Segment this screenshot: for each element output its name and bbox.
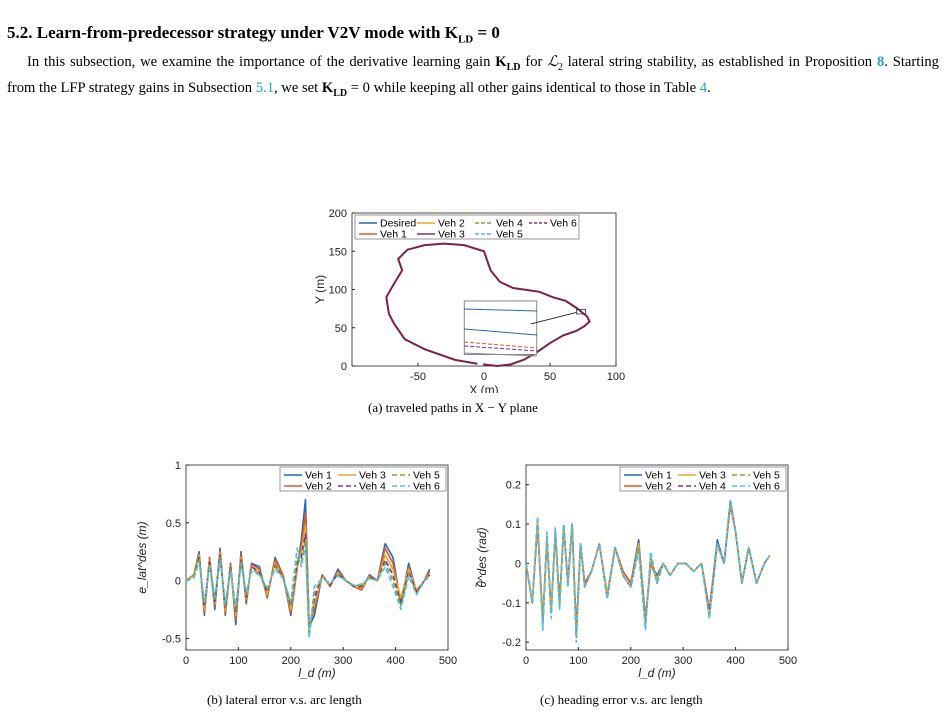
x-tick-label: 0 <box>183 655 189 667</box>
inset-veh4-line <box>464 345 537 352</box>
x-axis-label: X (m) <box>469 383 498 393</box>
zoom-marker <box>575 308 587 315</box>
axes-box <box>185 464 449 651</box>
y-axis-label: e_lat^des (m) <box>135 521 149 593</box>
y-tick-label: 0.2 <box>506 480 521 492</box>
legend-label: Veh 4 <box>699 481 726 493</box>
y-tick-label: 200 <box>329 208 347 220</box>
series-line-veh2 <box>525 503 771 632</box>
x-tick-label: 0 <box>481 371 487 383</box>
x-axis-label: l_d (m) <box>638 666 675 680</box>
y-axis-label: θ̃^des (rad) <box>474 527 489 587</box>
caption-c: (c) heading error v.s. arc length <box>540 692 703 707</box>
legend-label: Veh 2 <box>438 218 465 230</box>
legend-label: Veh 6 <box>550 218 577 230</box>
caption-a: (a) traveled paths in X − Y plane <box>368 400 538 415</box>
x-tick-label: 100 <box>229 655 247 667</box>
series-line-veh6 <box>185 545 431 640</box>
legend-label: Veh 1 <box>305 470 332 482</box>
y-tick-label: -0.1 <box>502 598 521 610</box>
y-tick-label: 150 <box>329 246 347 258</box>
x-tick-label: 100 <box>607 371 625 383</box>
x-tick-label: 300 <box>334 655 352 667</box>
x-tick-label: 0 <box>523 655 529 667</box>
x-tick-label: 200 <box>622 655 640 667</box>
legend-label: Veh 2 <box>305 481 332 493</box>
legend-label: Veh 6 <box>753 481 780 493</box>
y-tick-label: 100 <box>329 285 347 297</box>
x-tick-label: 500 <box>439 655 457 667</box>
x-tick-label: 400 <box>386 655 404 667</box>
legend-label: Veh 1 <box>645 470 672 482</box>
x-tick-label: -50 <box>410 371 426 383</box>
y-tick-label: 1 <box>175 460 181 472</box>
legend-label: Veh 5 <box>496 229 523 241</box>
legend: Veh 1 Veh 3 Veh 5 Veh 2 Veh 4 Veh 6 <box>619 466 787 493</box>
zoom-arrow <box>530 312 577 325</box>
y-tick-label: 0 <box>341 361 347 373</box>
inset-veh1-line <box>464 328 537 336</box>
legend-label: Desired <box>380 218 416 230</box>
legend-label: Veh 2 <box>645 481 672 493</box>
y-tick-label: 50 <box>335 323 347 335</box>
x-tick-label: 200 <box>282 655 300 667</box>
legend: Desired Veh 2 Veh 4 Veh 6 Veh 1 Veh 3 Veh 5 <box>354 214 580 241</box>
legend-label: Veh 5 <box>413 470 440 482</box>
x-tick-label: 500 <box>779 655 797 667</box>
legend-label: Veh 3 <box>438 229 465 241</box>
caption-b: (b) lateral error v.s. arc length <box>207 692 362 707</box>
inset-desired-line <box>464 308 537 312</box>
section-paragraph: In this subsection, we examine the impor… <box>7 54 939 99</box>
x-tick-label: 300 <box>674 655 692 667</box>
series-path <box>385 242 591 368</box>
inset-veh5-line <box>464 352 537 357</box>
table-link[interactable]: 4 <box>699 79 708 96</box>
y-tick-label: 0.1 <box>506 519 521 531</box>
y-tick-label: -0.2 <box>502 637 521 649</box>
legend-label: Veh 5 <box>753 470 780 482</box>
y-tick-label: 0 <box>175 576 181 588</box>
series-line-veh5 <box>185 539 431 637</box>
x-tick-label: 400 <box>726 655 744 667</box>
section-heading: 5.2. Learn-from-predecessor strategy und… <box>7 23 500 46</box>
legend-label: Veh 6 <box>413 481 440 493</box>
lateral-error-plot: 0 100 200 300 400 500-0.500.51l_d (m)e_lat^de… <box>135 460 457 680</box>
legend-box <box>279 466 447 492</box>
x-tick-label: 100 <box>569 655 587 667</box>
x-tick-label: 50 <box>544 371 556 383</box>
series-line-veh6 <box>525 499 771 643</box>
axes-box <box>525 464 789 651</box>
proposition-link[interactable]: 8 <box>876 54 885 70</box>
x-axis-label: l_d (m) <box>298 666 335 680</box>
heading-error-plot: 0 100 200 300 400 500 -0.2 -0.1 0 0.1 0.2 l_d (m) θ̃… <box>474 464 797 680</box>
y-tick-label: 0.5 <box>166 518 181 530</box>
subsection-link[interactable]: 5.1 <box>255 79 274 96</box>
legend-label: Veh 4 <box>496 218 523 230</box>
legend: Veh 1 Veh 3 Veh 5 Veh 2 Veh 4 Veh 6 <box>279 466 447 493</box>
legend-box <box>619 466 787 492</box>
legend-label: Veh 3 <box>359 470 386 482</box>
y-axis-label: Y (m) <box>313 275 327 304</box>
legend-label: Veh 4 <box>359 481 386 493</box>
legend-label: Veh 1 <box>380 229 407 241</box>
legend-box <box>354 214 580 240</box>
y-tick-label: -0.5 <box>162 633 181 645</box>
y-tick-label: 0 <box>515 558 521 570</box>
legend-label: Veh 3 <box>699 470 726 482</box>
inset-veh2-line <box>464 341 537 349</box>
series-line-veh1 <box>525 503 771 636</box>
